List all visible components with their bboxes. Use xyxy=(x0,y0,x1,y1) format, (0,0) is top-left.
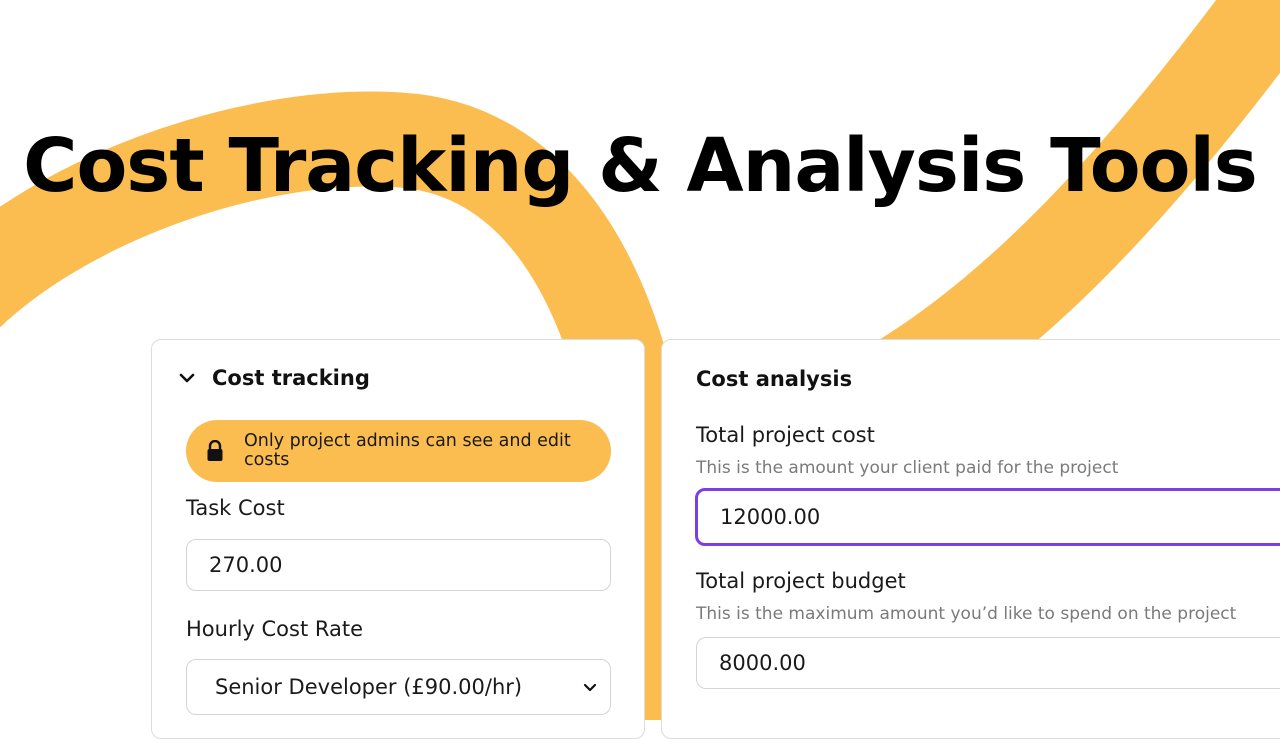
admin-only-notice: Only project admins can see and edit cos… xyxy=(186,420,611,482)
hourly-cost-rate-select[interactable]: Senior Developer (£90.00/hr) xyxy=(186,659,611,715)
hourly-cost-rate-label: Hourly Cost Rate xyxy=(186,617,364,641)
chevron-down-icon[interactable] xyxy=(176,367,198,389)
lock-icon xyxy=(207,440,223,461)
page-headline: Cost Tracking & Analysis Tools xyxy=(23,123,1258,209)
cost-analysis-title: Cost analysis xyxy=(696,367,853,391)
hourly-cost-rate-selected: Senior Developer (£90.00/hr) xyxy=(215,675,523,699)
admin-only-notice-text: Only project admins can see and edit cos… xyxy=(244,431,571,470)
task-cost-label: Task Cost xyxy=(186,496,285,520)
total-project-cost-input[interactable] xyxy=(695,488,1280,546)
total-project-cost-label: Total project cost xyxy=(696,423,875,447)
cost-analysis-card: Cost analysis Total project cost This is… xyxy=(661,339,1280,739)
total-project-cost-hint: This is the amount your client paid for … xyxy=(696,458,1119,478)
task-cost-input[interactable] xyxy=(186,539,611,591)
cost-tracking-card: Cost tracking Only project admins can se… xyxy=(151,339,645,739)
cost-tracking-header[interactable]: Cost tracking xyxy=(176,366,370,390)
total-project-budget-input[interactable] xyxy=(696,637,1280,689)
total-project-budget-label: Total project budget xyxy=(696,569,906,593)
cost-tracking-title: Cost tracking xyxy=(212,366,370,390)
total-project-budget-hint: This is the maximum amount you’d like to… xyxy=(696,604,1237,624)
chevron-down-icon xyxy=(583,683,597,692)
